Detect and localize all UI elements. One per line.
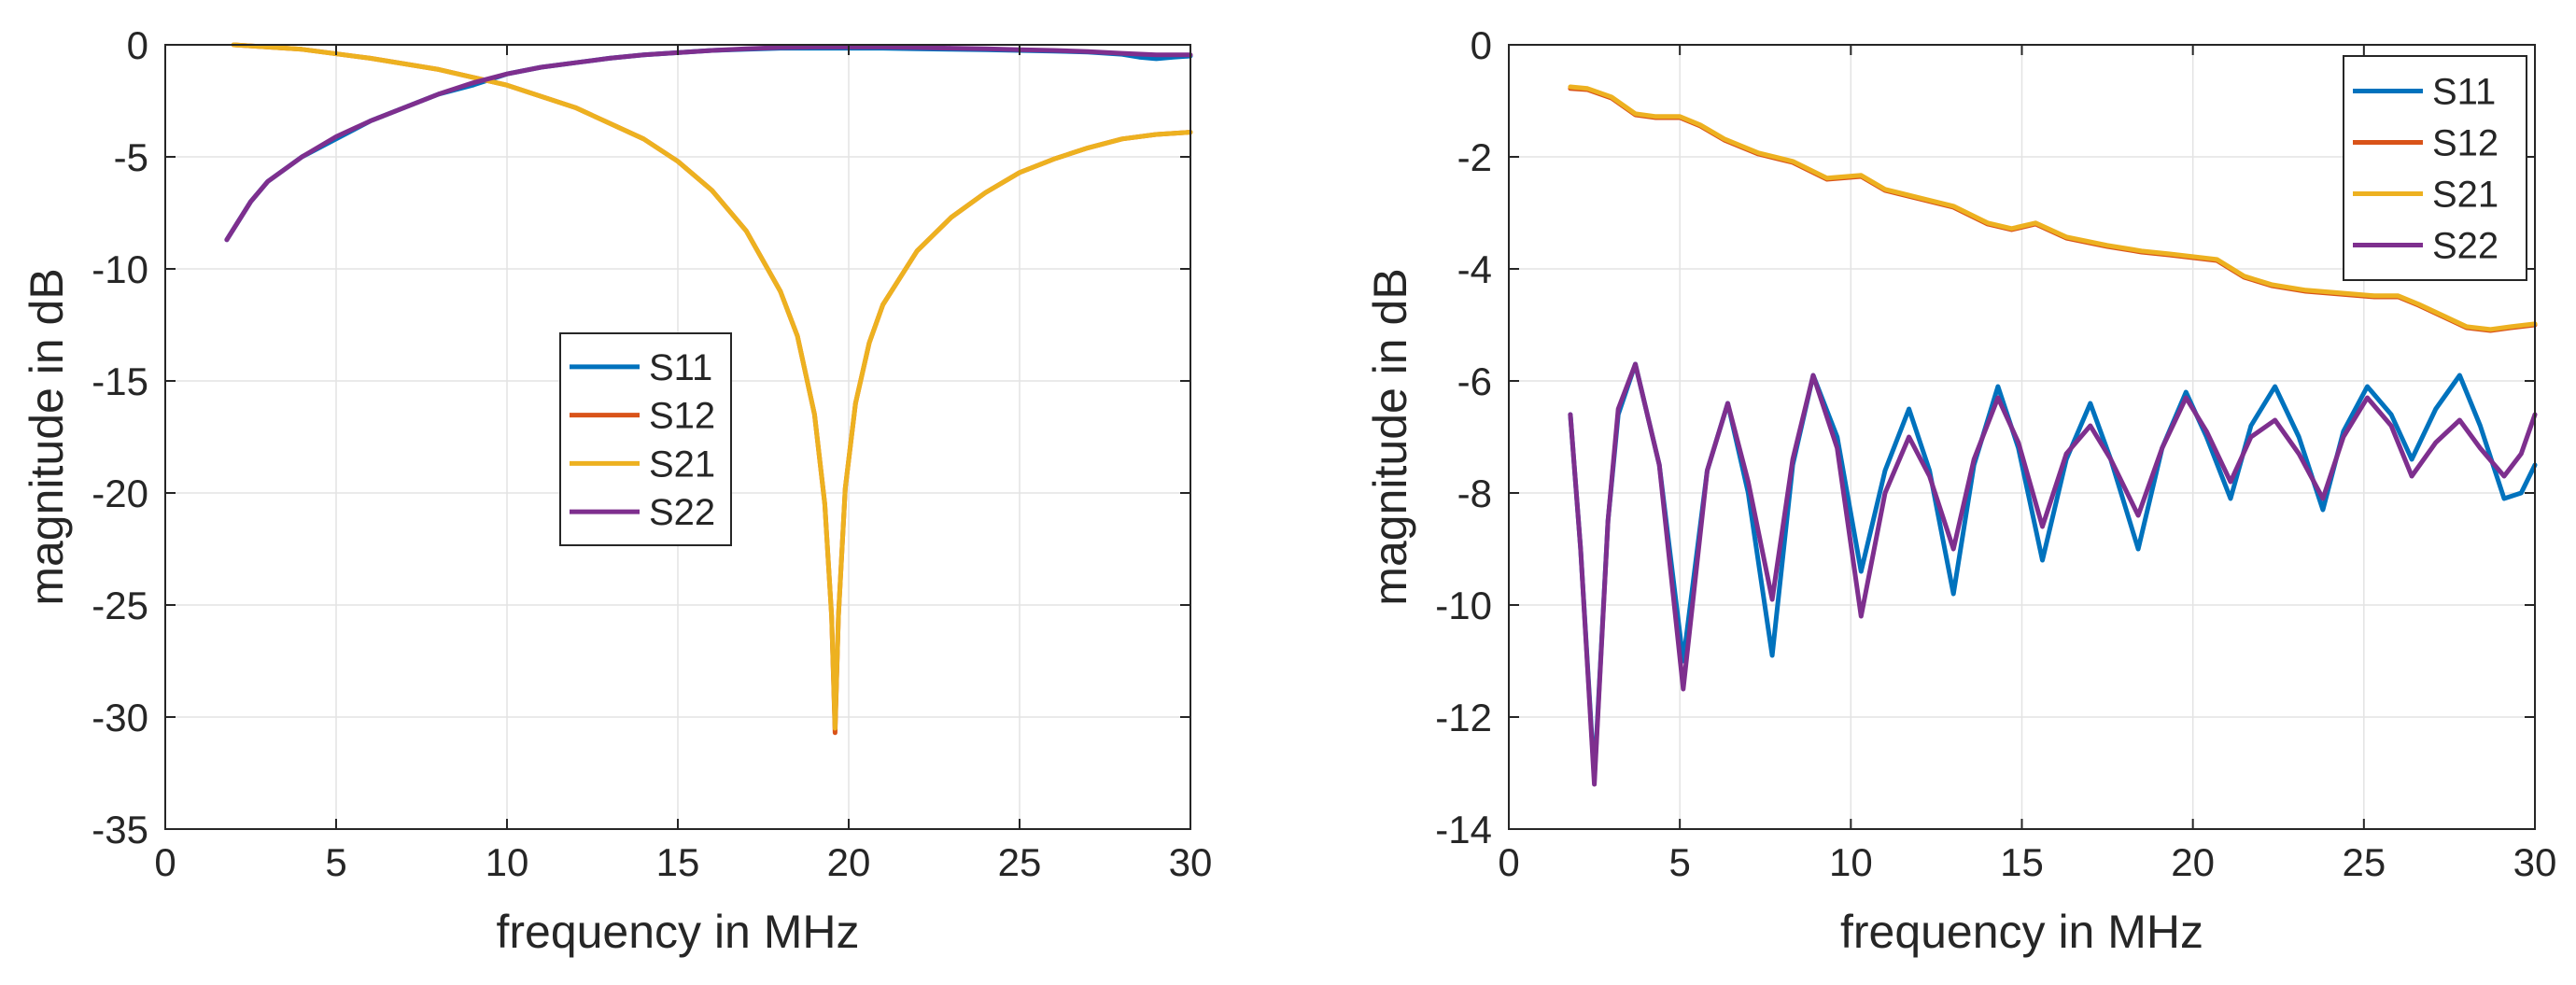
legend-label-s22: S22 (2432, 226, 2499, 267)
x-tick-label: 5 (325, 840, 346, 884)
y-tick-label: -10 (1435, 584, 1492, 627)
x-tick-label: 15 (656, 840, 700, 884)
y-tick-label: -10 (91, 247, 148, 291)
y-tick-label: 0 (1471, 23, 1492, 67)
x-tick-label: 5 (1668, 840, 1690, 884)
legend: S11 S12 S21 S22 (559, 332, 732, 546)
y-tick-label: -25 (91, 584, 148, 627)
y-tick-label: -12 (1435, 696, 1492, 739)
series-line-s21 (1568, 84, 2538, 332)
y-tick-label: -8 (1457, 471, 1492, 515)
x-axis-label: frequency in MHz (1840, 906, 2203, 958)
y-tick-label: -35 (91, 808, 148, 851)
series-line-s22 (1568, 361, 2538, 787)
x-tick-label: 30 (1169, 840, 1213, 884)
x-tick-label: 15 (2000, 840, 2044, 884)
legend: S11 S12 S21 S22 (2343, 55, 2527, 281)
x-tick-label: 0 (1498, 840, 1519, 884)
series-line-s22 (224, 44, 1193, 243)
x-tick-label: 20 (2171, 840, 2215, 884)
y-axis-label: magnitude in dB (21, 268, 73, 605)
x-tick-label: 20 (827, 840, 871, 884)
y-tick-label: -14 (1435, 808, 1492, 851)
y-tick-label: -4 (1457, 247, 1492, 291)
legend-label-s12: S12 (2432, 123, 2499, 164)
y-tick-label: -20 (91, 471, 148, 515)
x-tick-label: 25 (998, 840, 1042, 884)
x-tick-label: 10 (486, 840, 529, 884)
legend-label-s12: S12 (649, 396, 715, 437)
x-tick-label: 25 (2342, 840, 2386, 884)
legend-label-s21: S21 (2432, 175, 2499, 216)
y-tick-label: -15 (91, 359, 148, 403)
x-tick-label: 30 (2513, 840, 2557, 884)
legend-label-s22: S22 (649, 492, 715, 533)
y-tick-label: -6 (1457, 359, 1492, 403)
y-axis-label: magnitude in dB (1364, 268, 1416, 605)
x-tick-label: 10 (1829, 840, 1873, 884)
y-tick-label: -5 (114, 135, 148, 179)
legend-label-s21: S21 (649, 443, 715, 485)
y-tick-label: -2 (1457, 135, 1492, 179)
series-line-s21 (231, 42, 1193, 731)
y-tick-label: -30 (91, 696, 148, 739)
y-tick-label: 0 (127, 23, 148, 67)
x-tick-label: 0 (154, 840, 176, 884)
left-chart-panel: 0 5 10 15 20 25 30 0 -5 -10 -15 -20 -25 -30 -35 frequen… (21, 23, 1212, 958)
right-chart-panel: 0 5 10 15 20 25 30 0 -2 -4 -6 -8 -10 -12 -14 frequency … (1364, 23, 2556, 958)
x-axis-label: frequency in MHz (496, 906, 859, 958)
legend-label-s11: S11 (2432, 72, 2496, 113)
legend-label-s11: S11 (649, 347, 712, 388)
